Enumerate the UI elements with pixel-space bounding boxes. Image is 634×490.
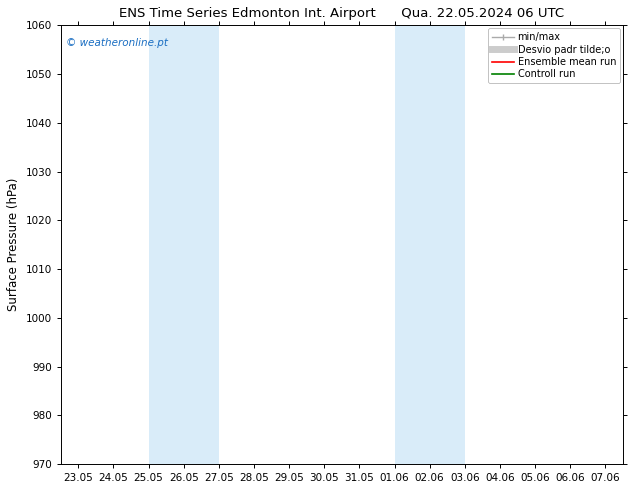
Text: © weatheronline.pt: © weatheronline.pt bbox=[67, 38, 169, 49]
Bar bbox=[148, 25, 219, 464]
Legend: min/max, Desvio padr tilde;o, Ensemble mean run, Controll run: min/max, Desvio padr tilde;o, Ensemble m… bbox=[488, 28, 620, 83]
Title: ENS Time Series Edmonton Int. Airport      Qua. 22.05.2024 06 UTC: ENS Time Series Edmonton Int. Airport Qu… bbox=[119, 7, 564, 20]
Bar bbox=[394, 25, 465, 464]
Y-axis label: Surface Pressure (hPa): Surface Pressure (hPa) bbox=[7, 178, 20, 311]
